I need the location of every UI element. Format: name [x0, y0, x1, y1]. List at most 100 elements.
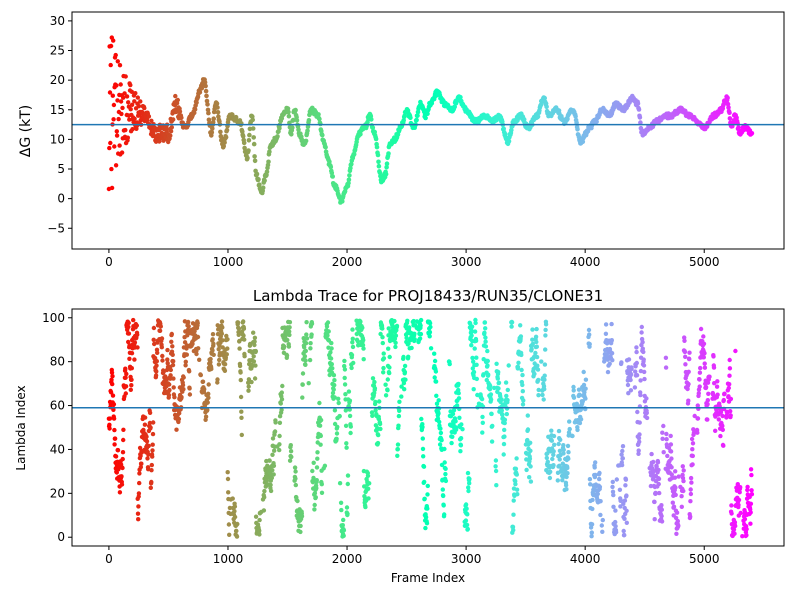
- lambda-point: [377, 421, 383, 427]
- lambda-chart-title: Lambda Trace for PROJ18433/RUN35/CLONE31: [253, 287, 603, 305]
- lambda-point: [337, 413, 342, 419]
- lambda-point: [174, 427, 179, 432]
- lambda-point: [636, 435, 642, 441]
- lambda-point: [566, 456, 571, 461]
- lambda-point: [177, 411, 182, 416]
- lambda-point: [520, 389, 525, 394]
- lambda-point: [273, 420, 278, 425]
- lambda-point: [628, 388, 634, 393]
- lambda-point: [149, 462, 154, 468]
- lambda-point: [456, 396, 462, 401]
- lambda-point: [318, 433, 323, 439]
- lambda-point: [718, 433, 723, 439]
- lambda-point: [656, 476, 662, 482]
- delta-g-point: [358, 131, 363, 137]
- lambda-point: [543, 327, 548, 333]
- lambda-point: [165, 347, 170, 353]
- lambda-point: [581, 382, 587, 388]
- lambda-point: [668, 442, 674, 447]
- lambda-point: [378, 426, 383, 432]
- delta-g-point: [452, 104, 458, 110]
- lambda-point: [342, 375, 347, 381]
- lambda-point: [454, 403, 460, 408]
- lambda-point: [343, 408, 348, 413]
- lambda-point: [197, 357, 202, 362]
- lambda-point: [134, 323, 139, 328]
- lambda-point: [687, 356, 692, 362]
- lambda-point: [698, 326, 704, 332]
- delta-g-point: [296, 127, 301, 133]
- lambda-point: [328, 350, 333, 355]
- lambda-point: [187, 392, 193, 397]
- lambda-point: [277, 433, 282, 439]
- lambda-point: [483, 339, 488, 344]
- lambda-point: [565, 465, 570, 471]
- lambda-point: [220, 325, 225, 330]
- lambda-point: [652, 517, 657, 522]
- lambda-point: [589, 530, 594, 535]
- delta-g-point: [210, 119, 216, 125]
- lambda-point: [417, 336, 423, 341]
- delta-g-point: [108, 43, 114, 49]
- lambda-point: [147, 420, 153, 426]
- lambda-point: [617, 487, 623, 492]
- lambda-point: [169, 331, 174, 337]
- lambda-point: [123, 384, 129, 389]
- lambda-point: [192, 329, 197, 334]
- lambda-point: [518, 334, 524, 339]
- y-tick-label: 80: [50, 355, 65, 369]
- lambda-point: [525, 437, 530, 443]
- lambda-point: [605, 369, 611, 375]
- lambda-point: [270, 436, 276, 441]
- lambda-point: [644, 396, 649, 401]
- lambda-point: [515, 492, 520, 497]
- lambda-point: [664, 431, 669, 437]
- lambda-point: [550, 456, 555, 462]
- lambda-point: [387, 370, 392, 376]
- x-tick-label: 5000: [689, 255, 720, 269]
- delta-g-point: [250, 117, 255, 123]
- lambda-point: [387, 354, 392, 360]
- lambda-point: [119, 474, 124, 479]
- lambda-point: [640, 340, 645, 345]
- lambda-point: [345, 511, 350, 516]
- lambda-point: [668, 433, 673, 439]
- lambda-point: [225, 346, 230, 351]
- lambda-point: [618, 498, 624, 503]
- lambda-point: [669, 465, 674, 470]
- lambda-point: [534, 339, 539, 345]
- lambda-point: [690, 453, 695, 459]
- lambda-point: [628, 372, 634, 377]
- delta-g-point: [425, 111, 430, 116]
- lambda-point: [376, 432, 381, 438]
- lambda-point: [234, 528, 239, 534]
- delta-g-point: [112, 144, 117, 149]
- lambda-point: [314, 465, 320, 470]
- lambda-point: [277, 420, 283, 425]
- lambda-point: [427, 334, 432, 339]
- delta-g-point: [317, 116, 322, 122]
- lambda-point: [330, 366, 335, 371]
- lambda-point: [287, 458, 293, 463]
- lambda-point: [470, 355, 475, 361]
- delta-g-point: [215, 105, 220, 110]
- lambda-point: [324, 324, 330, 329]
- lambda-point: [257, 517, 262, 523]
- lambda-point: [597, 476, 602, 482]
- lambda-point: [472, 346, 477, 351]
- lambda-point: [339, 507, 344, 513]
- lambda-point: [282, 344, 287, 349]
- lambda-point: [420, 446, 426, 452]
- lambda-point: [235, 521, 240, 527]
- lambda-point: [649, 451, 654, 457]
- lambda-point: [420, 424, 425, 430]
- delta-g-point: [171, 117, 176, 122]
- lambda-point: [437, 419, 442, 425]
- lambda-point: [237, 363, 243, 369]
- lambda-point: [392, 318, 397, 324]
- lambda-point: [611, 504, 616, 509]
- delta-g-point: [384, 165, 389, 170]
- lambda-point: [239, 409, 244, 414]
- delta-g-point: [303, 138, 309, 144]
- lambda-point: [543, 347, 548, 352]
